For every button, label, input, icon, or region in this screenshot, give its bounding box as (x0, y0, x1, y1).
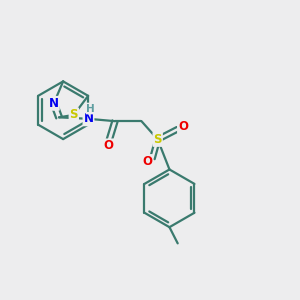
Text: O: O (103, 140, 113, 152)
Text: N: N (83, 112, 94, 125)
Text: N: N (49, 97, 59, 110)
Text: S: S (70, 108, 78, 122)
Text: H: H (86, 103, 95, 113)
Text: O: O (178, 120, 188, 133)
Text: O: O (142, 155, 152, 168)
Text: S: S (153, 133, 162, 146)
